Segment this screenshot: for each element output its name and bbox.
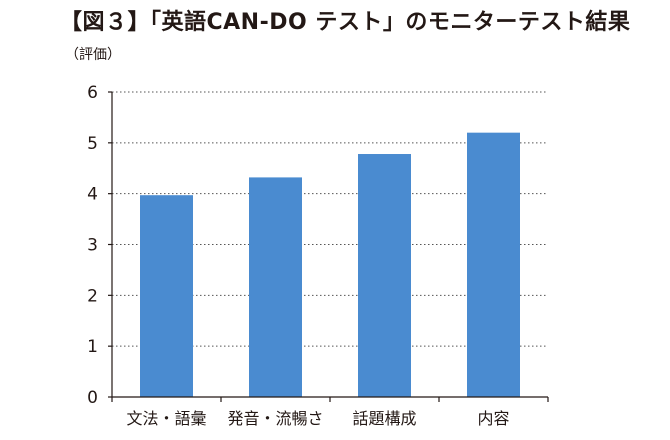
x-category-label: 文法・語彙 — [126, 409, 206, 428]
x-category-label: 内容 — [477, 409, 509, 428]
bars — [140, 132, 520, 397]
y-tick-label: 6 — [87, 83, 98, 103]
y-tick-label: 4 — [87, 185, 98, 205]
y-axis-unit-label: （評価） — [65, 47, 121, 63]
bar-3 — [358, 154, 411, 397]
bar-1 — [140, 195, 193, 397]
y-tick-labels: 0 1 2 3 4 5 6 — [87, 83, 98, 408]
y-tick-label: 2 — [87, 286, 98, 306]
x-category-label: 発音・流暢さ — [227, 409, 323, 428]
chart-title: 【図３】「英語CAN-DO テスト」のモニターテスト結果 — [60, 10, 631, 35]
x-category-labels: 文法・語彙 発音・流暢さ 話題構成 内容 — [126, 409, 509, 428]
axes — [108, 91, 549, 402]
y-tick-label: 1 — [87, 337, 98, 357]
y-tick-label: 5 — [87, 134, 98, 154]
y-tick-label: 0 — [87, 388, 98, 408]
bar-2 — [249, 177, 302, 397]
bar-4 — [467, 132, 520, 397]
y-tick-label: 3 — [87, 236, 98, 256]
x-category-label: 話題構成 — [352, 409, 416, 428]
